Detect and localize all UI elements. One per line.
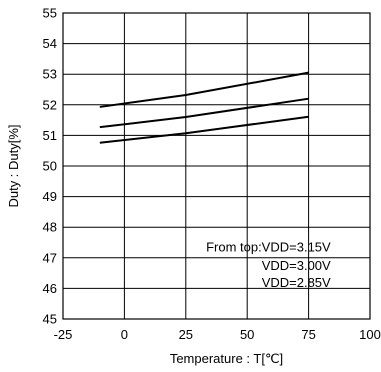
x-tick-label: 25: [179, 327, 193, 342]
series-line-0: [99, 71, 309, 108]
series-layer: [99, 71, 309, 144]
x-tick-label: 100: [359, 327, 381, 342]
x-tick-label: 0: [121, 327, 128, 342]
y-tick-label: 49: [43, 189, 57, 204]
tick-label-layer: -25 0 25 50 75 100 45 46 47 48 49 50 51 52 53 54 55: [43, 6, 381, 343]
legend-annotation-top: From top:VDD=3.15V: [206, 240, 331, 255]
y-tick-label: 47: [43, 250, 57, 265]
grid-layer: [63, 13, 370, 319]
x-axis-label: Temperature : T[℃]: [170, 351, 283, 366]
y-tick-label: 51: [43, 128, 57, 143]
x-tick-label: 75: [301, 327, 315, 342]
y-axis-label: Duty : Duty[%]: [6, 124, 21, 207]
legend-annotation-bottom: VDD=2.85V: [262, 275, 331, 290]
y-tick-label: 54: [43, 36, 57, 51]
y-tick-label: 50: [43, 159, 57, 174]
y-tick-label: 53: [43, 67, 57, 82]
legend-annotation-middle: VDD=3.00V: [262, 258, 331, 273]
y-tick-label: 45: [43, 312, 57, 327]
y-tick-label: 46: [43, 281, 57, 296]
y-tick-label: 55: [43, 6, 57, 21]
x-tick-label: -25: [54, 327, 73, 342]
series-line-2: [99, 115, 309, 144]
x-tick-label: 50: [240, 327, 254, 342]
series-line-1: [99, 97, 309, 129]
plot-frame: [62, 12, 371, 320]
y-tick-label: 52: [43, 97, 57, 112]
y-tick-label: 48: [43, 220, 57, 235]
